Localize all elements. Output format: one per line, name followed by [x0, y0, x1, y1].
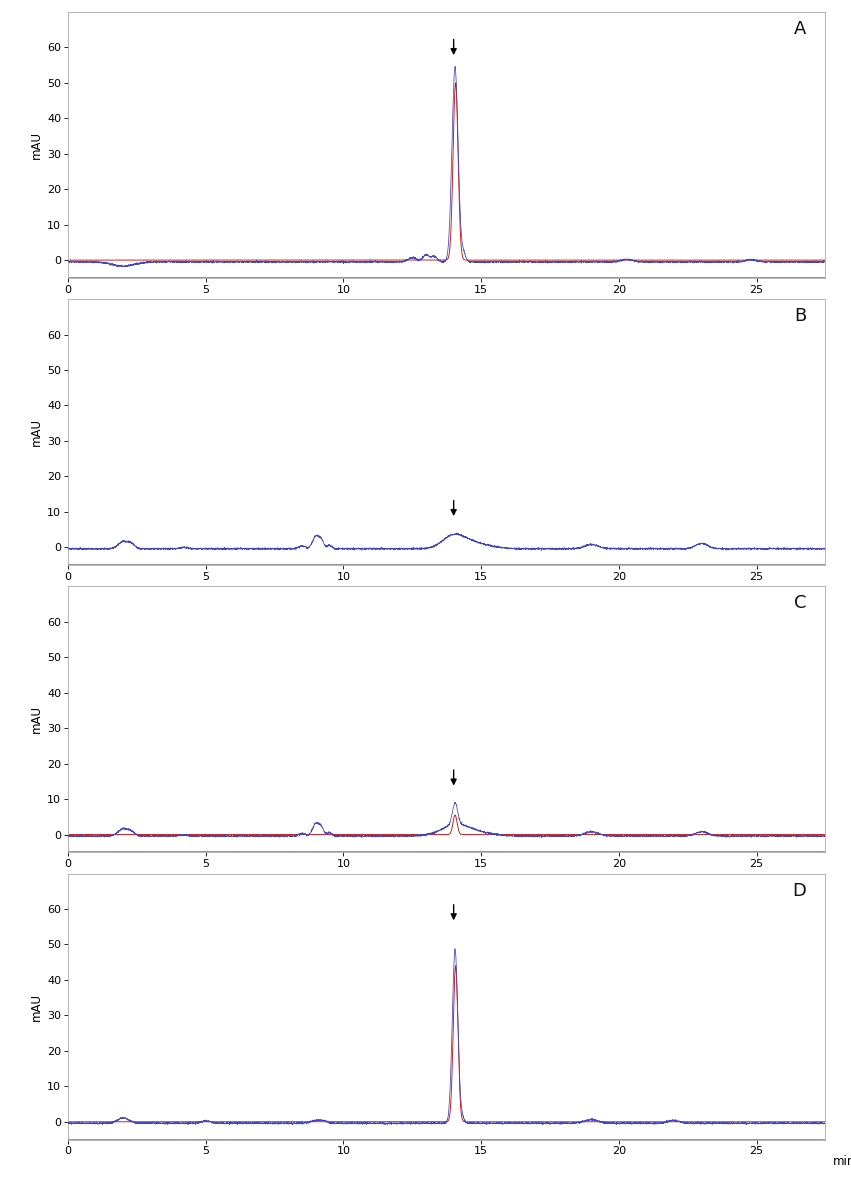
Y-axis label: mAU: mAU	[30, 992, 43, 1021]
Text: B: B	[794, 307, 807, 325]
Y-axis label: mAU: mAU	[30, 705, 43, 734]
Text: C: C	[794, 595, 807, 612]
Text: A: A	[794, 20, 807, 38]
Y-axis label: mAU: mAU	[30, 131, 43, 159]
Text: D: D	[792, 882, 807, 900]
Y-axis label: mAU: mAU	[30, 418, 43, 446]
Text: min: min	[833, 1155, 851, 1168]
